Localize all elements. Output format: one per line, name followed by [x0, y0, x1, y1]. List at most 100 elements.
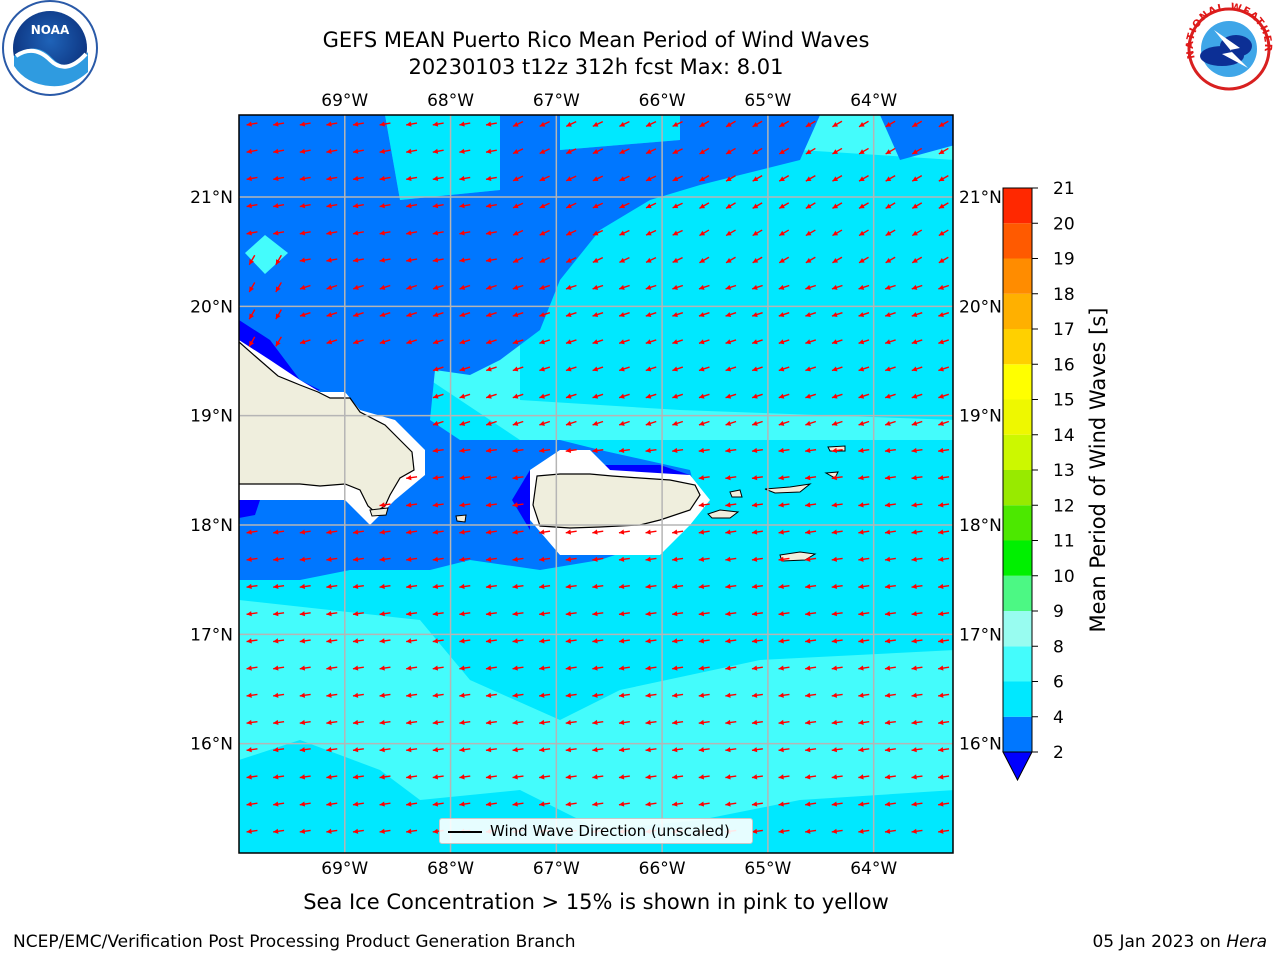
wave-arrow — [725, 420, 737, 426]
wave-arrow — [645, 312, 657, 318]
wave-arrow — [805, 556, 817, 562]
lat-tick-label-left: 16°N — [190, 735, 233, 755]
wave-arrow — [778, 229, 790, 237]
wave-arrow — [778, 556, 790, 562]
nws-logo: NATIONAL WEATHER SERVICE — [0, 0, 1272, 91]
wave-arrow — [379, 719, 391, 726]
wave-arrow — [485, 447, 497, 454]
wave-arrow — [246, 583, 258, 590]
lon-tick-label-top: 67°W — [533, 91, 580, 111]
wave-arrow — [326, 148, 338, 154]
wave-arrow — [565, 257, 577, 263]
wave-arrow — [911, 475, 923, 481]
wave-arrow — [459, 230, 471, 236]
wave-arrow — [911, 175, 923, 182]
wave-arrow — [752, 175, 763, 182]
wave-arrow — [326, 203, 338, 209]
wave-arrow — [592, 801, 604, 807]
wave-arrow — [406, 747, 418, 753]
colorbar-segment — [1003, 681, 1032, 717]
colorbar-under-extension — [1002, 751, 1033, 782]
wave-arrow — [725, 475, 737, 481]
wave-arrow — [432, 801, 444, 807]
wave-arrow — [751, 312, 763, 318]
legend-label: Wind Wave Direction (unscaled) — [490, 822, 730, 840]
wave-arrow — [938, 502, 950, 508]
wave-arrow — [299, 175, 311, 182]
wave-arrow — [832, 256, 843, 264]
wave-arrow — [618, 665, 630, 671]
wave-arrow — [858, 583, 870, 590]
wave-arrow — [884, 447, 896, 454]
wave-arrow — [406, 284, 418, 290]
wave-arrow — [698, 719, 710, 726]
wave-arrow — [884, 529, 896, 535]
wave-arrow — [778, 420, 790, 426]
wave-arrow — [751, 719, 763, 726]
wave-arrow — [672, 393, 684, 399]
wave-arrow — [459, 583, 471, 590]
wave-arrow — [858, 284, 870, 290]
chart-subtitle: 20230103 t12z 312h fcst Max: 8.01 — [408, 55, 784, 79]
wave-arrow — [672, 774, 684, 780]
wave-arrow — [751, 583, 763, 590]
wave-arrow — [275, 282, 282, 293]
colorbar-segment — [1003, 505, 1032, 541]
wave-arrow — [938, 801, 950, 807]
wave-arrow — [938, 692, 950, 698]
wave-arrow — [273, 719, 285, 726]
wave-arrow — [884, 366, 896, 372]
wave-arrow — [858, 339, 870, 345]
wave-arrow — [885, 202, 896, 209]
wave-arrow — [273, 747, 285, 753]
colorbar-tick-label: 17 — [1053, 320, 1075, 340]
wave-arrow — [885, 120, 896, 128]
wave-arrow — [645, 638, 657, 644]
wave-arrow — [432, 447, 444, 454]
wave-arrow — [751, 529, 763, 535]
wave-arrow — [725, 583, 737, 590]
wave-arrow — [246, 175, 258, 182]
wave-arrow — [485, 420, 497, 426]
wave-arrow — [248, 336, 256, 347]
wave-arrow — [805, 774, 817, 780]
wave-arrow — [672, 284, 684, 290]
wave-arrow — [539, 229, 550, 236]
wave-arrow — [672, 447, 684, 454]
wave-arrow — [645, 774, 657, 780]
wave-arrow — [938, 120, 949, 128]
wave-arrow — [911, 719, 923, 726]
wave-arrow — [618, 284, 630, 290]
wave-arrow — [805, 447, 817, 454]
wave-arrow — [805, 420, 817, 426]
lon-tick-label-bottom: 66°W — [639, 859, 686, 879]
wave-arrow — [858, 774, 870, 780]
wave-arrow — [592, 366, 604, 372]
wave-arrow — [592, 312, 604, 318]
wave-arrow — [645, 257, 657, 263]
wave-arrow — [592, 529, 604, 535]
field-4-6s-south — [239, 740, 953, 853]
wave-arrow — [858, 447, 870, 454]
wave-arrow — [565, 747, 577, 753]
wave-arrow — [751, 828, 763, 834]
wave-arrow — [751, 638, 763, 644]
wave-arrow — [831, 502, 843, 508]
wave-arrow — [485, 719, 497, 726]
wave-arrow — [512, 312, 524, 318]
colorbar-tick-label: 4 — [1053, 708, 1064, 728]
wave-arrow — [938, 638, 950, 644]
wave-arrow — [352, 312, 364, 318]
wave-arrow — [485, 583, 497, 590]
wave-arrow — [778, 774, 790, 780]
wave-arrow — [485, 257, 497, 263]
wave-arrow — [672, 257, 683, 263]
wave-arrow — [778, 147, 790, 155]
wave-arrow — [406, 203, 418, 209]
wave-arrow — [512, 556, 524, 562]
wave-arrow — [299, 121, 311, 127]
wave-arrow — [326, 339, 338, 345]
lon-tick-label-bottom: 69°W — [321, 859, 368, 879]
wave-arrow — [432, 175, 444, 182]
wave-arrow — [725, 747, 737, 753]
